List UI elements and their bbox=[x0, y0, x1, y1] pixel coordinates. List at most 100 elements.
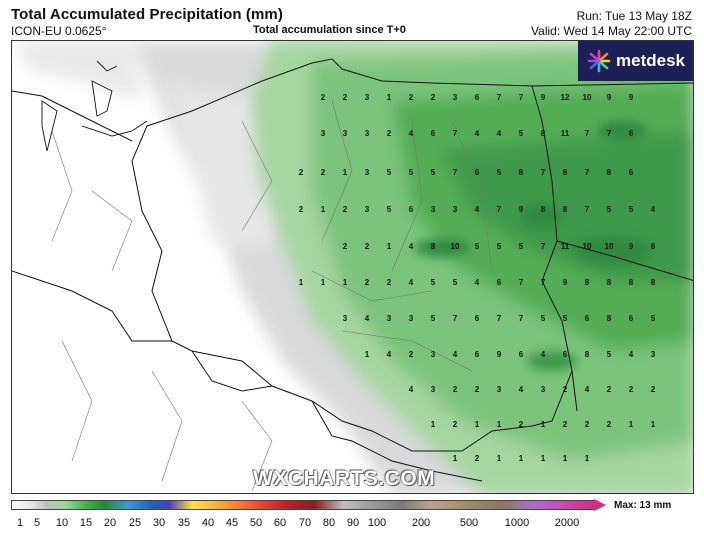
scale-tick-label: 30 bbox=[152, 517, 166, 529]
coastline bbox=[41, 60, 148, 152]
precip-value: 3 bbox=[365, 205, 370, 214]
heavy-precip-cells bbox=[414, 121, 652, 371]
wxcharts-watermark: WXCHARTS.COM bbox=[253, 467, 436, 490]
scale-tick-label: 500 bbox=[459, 517, 479, 529]
precip-value: 6 bbox=[629, 129, 634, 138]
precip-value: 2 bbox=[431, 93, 436, 102]
scale-tick-label: 60 bbox=[273, 517, 287, 529]
precip-value: 2 bbox=[299, 168, 304, 177]
scale-tick-label: 2000 bbox=[554, 517, 580, 529]
precip-value: 8 bbox=[651, 242, 656, 251]
scale-tick-label: 15 bbox=[79, 517, 93, 529]
precip-value: 2 bbox=[607, 420, 612, 429]
precip-value: 3 bbox=[409, 314, 414, 323]
precip-value: 1 bbox=[519, 454, 524, 463]
precip-value: 6 bbox=[563, 350, 568, 359]
precip-value: 2 bbox=[343, 205, 348, 214]
model-label: ICON-EU 0.0625° bbox=[11, 24, 107, 38]
precip-value: 3 bbox=[321, 129, 326, 138]
scale-tick-label: 90 bbox=[346, 517, 360, 529]
precip-value: 6 bbox=[497, 278, 502, 287]
precip-value: 1 bbox=[475, 420, 480, 429]
precip-value: 7 bbox=[541, 242, 546, 251]
metdesk-badge: metdesk bbox=[578, 41, 693, 81]
precip-value: 5 bbox=[607, 205, 612, 214]
map-canvas: 2 2 3 1 2 2 3 6 7 7 9 12 10 9 93 3 3 2 4 6 7 4 4 5 8 11 7 7 62 2 1 3 5 5 5… bbox=[12, 41, 693, 493]
precip-value: 3 bbox=[453, 93, 458, 102]
precip-value: 2 bbox=[475, 385, 480, 394]
scale-tick-label: 50 bbox=[249, 517, 263, 529]
precip-value: 2 bbox=[343, 93, 348, 102]
precip-value: 6 bbox=[629, 168, 634, 177]
precip-value: 2 bbox=[343, 242, 348, 251]
precip-value: 5 bbox=[519, 242, 524, 251]
precip-value: 8 bbox=[607, 278, 612, 287]
precip-value: 1 bbox=[541, 454, 546, 463]
precip-value: 6 bbox=[409, 205, 414, 214]
map-title: Total Accumulated Precipitation (mm) bbox=[11, 6, 283, 23]
precip-value: 2 bbox=[365, 242, 370, 251]
precip-value: 4 bbox=[475, 129, 480, 138]
scale-tick-label: 1000 bbox=[504, 517, 530, 529]
precip-value: 7 bbox=[585, 168, 590, 177]
precip-value: 9 bbox=[629, 242, 634, 251]
precip-value: 4 bbox=[453, 350, 458, 359]
precip-value: 4 bbox=[409, 278, 414, 287]
precip-value: 1 bbox=[387, 242, 392, 251]
precip-value: 4 bbox=[541, 350, 546, 359]
precip-value: 7 bbox=[519, 278, 524, 287]
precip-value: 5 bbox=[387, 168, 392, 177]
precip-value: 8 bbox=[541, 205, 546, 214]
precip-value: 6 bbox=[475, 93, 480, 102]
scale-tick-label: 45 bbox=[225, 517, 239, 529]
precip-value: 1 bbox=[299, 278, 304, 287]
precip-value: 11 bbox=[561, 242, 570, 251]
precip-value: 3 bbox=[431, 350, 436, 359]
precip-value: 5 bbox=[431, 314, 436, 323]
precip-value: 3 bbox=[431, 385, 436, 394]
precip-value: 5 bbox=[651, 314, 656, 323]
precip-value: 4 bbox=[629, 350, 634, 359]
color-scale bbox=[11, 500, 595, 510]
precip-value: 3 bbox=[365, 168, 370, 177]
precip-value: 6 bbox=[475, 350, 480, 359]
precip-value: 1 bbox=[387, 93, 392, 102]
precip-value: 1 bbox=[629, 420, 634, 429]
precip-value: 3 bbox=[343, 129, 348, 138]
precip-value: 2 bbox=[409, 350, 414, 359]
precip-value: 1 bbox=[497, 454, 502, 463]
scale-tick-label: 200 bbox=[411, 517, 431, 529]
precip-value: 2 bbox=[409, 93, 414, 102]
precip-value: 1 bbox=[453, 454, 458, 463]
precip-value: 8 bbox=[519, 168, 524, 177]
precip-value: 6 bbox=[519, 350, 524, 359]
precip-value: 9 bbox=[519, 205, 524, 214]
precip-value: 7 bbox=[541, 278, 546, 287]
scale-tick-label: 10 bbox=[55, 517, 69, 529]
precip-value: 1 bbox=[343, 168, 348, 177]
precip-value: 10 bbox=[583, 93, 592, 102]
precip-value: 3 bbox=[651, 350, 656, 359]
precip-value: 6 bbox=[629, 314, 634, 323]
precip-value: 6 bbox=[475, 314, 480, 323]
precip-value: 10 bbox=[451, 242, 460, 251]
precip-value: 5 bbox=[629, 205, 634, 214]
precip-value: 1 bbox=[651, 420, 656, 429]
precipitation-map[interactable]: 2 2 3 1 2 2 3 6 7 7 9 12 10 9 9 3 3 3 2 4 6 7 4 4 5 8 11 7 7 6 2 2 1 3 5 5 5… bbox=[11, 40, 694, 494]
precip-value: 5 bbox=[387, 205, 392, 214]
precip-value: 12 bbox=[561, 93, 570, 102]
precip-value: 2 bbox=[453, 420, 458, 429]
precip-value: 5 bbox=[519, 129, 524, 138]
precip-value: 2 bbox=[629, 385, 634, 394]
precip-value: 7 bbox=[453, 168, 458, 177]
precip-value: 5 bbox=[541, 314, 546, 323]
precip-value: 4 bbox=[475, 205, 480, 214]
precip-value: 2 bbox=[321, 93, 326, 102]
precip-value: 7 bbox=[497, 93, 502, 102]
precip-value: 7 bbox=[541, 168, 546, 177]
precip-value: 7 bbox=[519, 314, 524, 323]
precip-value: 1 bbox=[497, 420, 502, 429]
precip-value: 8 bbox=[629, 278, 634, 287]
precip-value: 7 bbox=[585, 205, 590, 214]
precip-value: 10 bbox=[583, 242, 592, 251]
